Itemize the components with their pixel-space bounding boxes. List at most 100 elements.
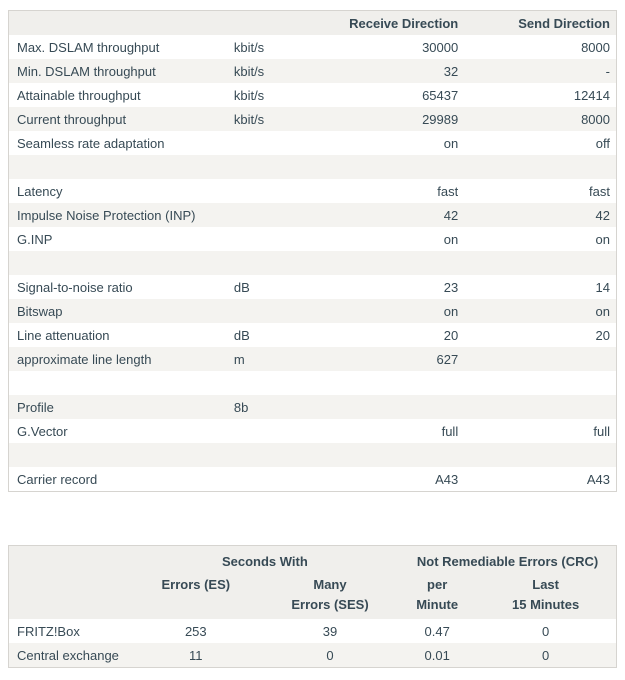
send-value — [458, 395, 616, 419]
table-row: Central exchange 11 0 0.01 0 — [8, 643, 617, 668]
receive-value: 23 — [443, 279, 459, 295]
ses-value: 39 — [322, 623, 338, 639]
error-counters-table: Seconds With Not Remediable Errors (CRC)… — [8, 545, 617, 668]
error-subheader-ses: Many Errors (SES) — [261, 574, 399, 619]
receive-value: full — [441, 423, 459, 439]
error-group-header-row: Seconds With Not Remediable Errors (CRC) — [9, 546, 617, 575]
send-value: 20 — [595, 327, 610, 343]
row-label: Max. DSLAM throughput — [17, 39, 160, 55]
spacer-row — [8, 371, 617, 395]
table-row: Carrier record A43 A43 — [8, 467, 617, 492]
dsl-header-send: Send Direction — [518, 15, 610, 31]
table-row: Seamless rate adaptation on off — [8, 131, 617, 155]
receive-value: 627 — [436, 351, 459, 367]
dsl-header-receive: Receive Direction — [349, 15, 459, 31]
row-label: Latency — [17, 183, 63, 199]
header-line: Errors (SES) — [291, 597, 369, 612]
row-unit — [226, 419, 341, 443]
spacer-row — [8, 443, 617, 467]
table-row: G.INP on on — [8, 227, 617, 251]
spacer-row — [8, 251, 617, 275]
send-value — [458, 347, 616, 371]
row-label: G.INP — [17, 231, 53, 247]
receive-value: A43 — [435, 471, 459, 487]
row-unit: 8b — [233, 399, 249, 415]
send-value: 8000 — [581, 39, 610, 55]
table-row: Min. DSLAM throughput kbit/s 32 - — [8, 59, 617, 83]
receive-value: on — [443, 303, 459, 319]
receive-value: on — [443, 135, 459, 151]
per-minute-value: 0.47 — [424, 623, 450, 639]
receive-value — [341, 395, 458, 419]
spacer-row — [8, 155, 617, 179]
row-unit — [226, 179, 341, 203]
table-row: approximate line length m 627 — [8, 347, 617, 371]
row-unit: kbit/s — [233, 87, 265, 103]
header-line: Last — [532, 577, 559, 592]
row-label: FRITZ!Box — [17, 623, 80, 639]
receive-value: 32 — [443, 63, 459, 79]
receive-value: 30000 — [422, 39, 459, 55]
row-unit — [226, 203, 341, 227]
table-row: Profile 8b — [8, 395, 617, 419]
row-unit: kbit/s — [233, 111, 265, 127]
dsl-header-row: Receive Direction Send Direction — [8, 10, 617, 36]
table-row: Impulse Noise Protection (INP) 42 42 — [8, 203, 617, 227]
header-line: per — [427, 577, 448, 592]
ses-value: 0 — [326, 647, 334, 663]
table-row: Attainable throughput kbit/s 65437 12414 — [8, 83, 617, 107]
row-label: Carrier record — [17, 471, 98, 487]
row-label: approximate line length — [17, 351, 152, 367]
table-row: FRITZ!Box 253 39 0.47 0 — [8, 619, 617, 643]
send-value: 14 — [595, 279, 610, 295]
receive-value: 65437 — [422, 87, 459, 103]
send-value: on — [595, 231, 610, 247]
row-label: Bitswap — [17, 303, 63, 319]
error-header-crc: Not Remediable Errors (CRC) — [416, 553, 599, 569]
error-subheader-row: Errors (ES) Many Errors (SES) per Minute… — [9, 574, 617, 619]
per-minute-value: 0.01 — [424, 647, 450, 663]
send-value: 8000 — [581, 111, 610, 127]
row-unit — [226, 299, 341, 323]
send-value: off — [595, 135, 610, 151]
error-header-empty — [9, 546, 131, 575]
receive-value: fast — [437, 183, 459, 199]
send-value: 42 — [595, 207, 610, 223]
row-label: Profile — [17, 399, 54, 415]
dsl-stats-table: Receive Direction Send Direction Max. DS… — [8, 10, 617, 492]
error-subheader-per-minute: per Minute — [399, 574, 475, 619]
header-line: Many — [313, 577, 347, 592]
dsl-header-empty-label — [9, 11, 226, 36]
row-unit: kbit/s — [233, 39, 265, 55]
send-value: on — [595, 303, 610, 319]
send-value: full — [593, 423, 610, 439]
row-label: G.Vector — [17, 423, 68, 439]
dsl-header-empty-unit — [226, 11, 341, 36]
es-value: 11 — [189, 647, 203, 663]
receive-value: on — [443, 231, 459, 247]
last-15-value: 0 — [542, 647, 550, 663]
row-label: Central exchange — [17, 647, 119, 663]
row-label: Line attenuation — [17, 327, 110, 343]
table-row: Current throughput kbit/s 29989 8000 — [8, 107, 617, 131]
error-subheader-es: Errors (ES) — [131, 574, 261, 619]
header-line: 15 Minutes — [512, 597, 580, 612]
row-unit: m — [233, 351, 245, 367]
send-value: 12414 — [573, 87, 610, 103]
table-row: Latency fast fast — [8, 179, 617, 203]
table-row: Max. DSLAM throughput kbit/s 30000 8000 — [8, 35, 617, 59]
row-unit: dB — [233, 279, 250, 295]
receive-value: 20 — [443, 327, 459, 343]
row-label: Attainable throughput — [17, 87, 141, 103]
row-label: Impulse Noise Protection (INP) — [17, 207, 196, 223]
table-row: Line attenuation dB 20 20 — [8, 323, 617, 347]
row-label: Min. DSLAM throughput — [17, 63, 156, 79]
send-value: fast — [589, 183, 610, 199]
send-value: A43 — [586, 471, 610, 487]
row-unit — [226, 467, 341, 492]
table-row: Signal-to-noise ratio dB 23 14 — [8, 275, 617, 299]
send-value: - — [605, 63, 610, 79]
table-row: Bitswap on on — [8, 299, 617, 323]
error-subheader-last-15: Last 15 Minutes — [475, 574, 616, 619]
table-row: G.Vector full full — [8, 419, 617, 443]
